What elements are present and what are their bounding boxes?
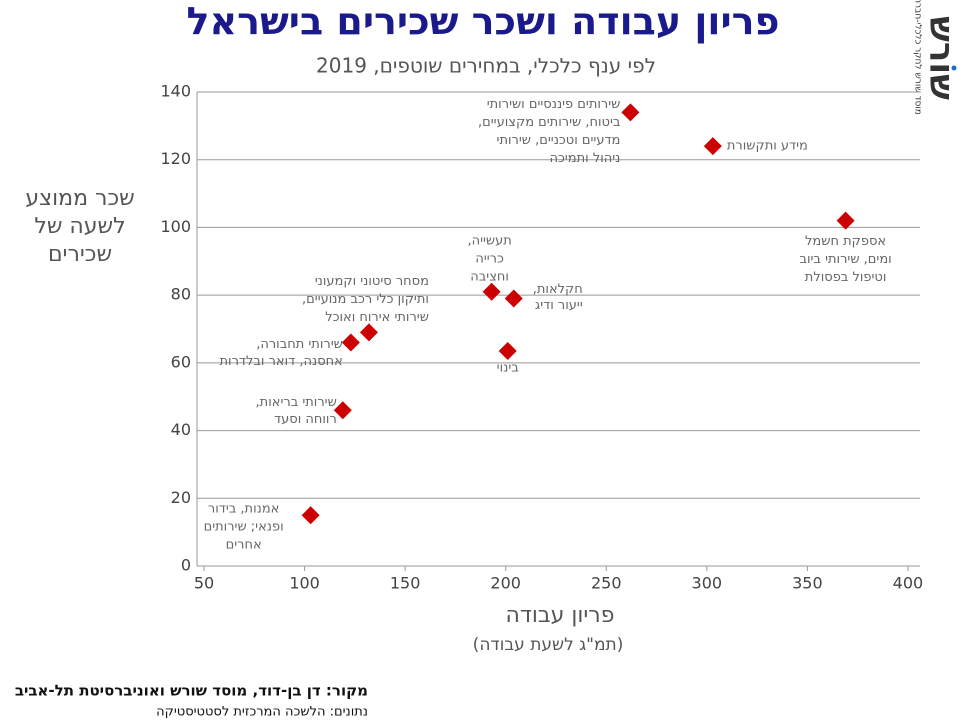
point-label: כרייה — [475, 251, 504, 266]
point-label: אחרים — [226, 538, 262, 553]
data-source: נתונים: הלשכה המרכזית לסטטיסטיקה — [156, 705, 368, 720]
point-label: בינוי — [497, 361, 519, 376]
point — [498, 342, 517, 361]
point — [301, 506, 320, 525]
point — [504, 289, 523, 308]
x-axis-sublabel: (תמ"ג לשעת עבודה) — [473, 635, 624, 655]
y-tick-label: 60 — [171, 352, 191, 371]
point-label: שירותי תחבורה, — [256, 337, 343, 352]
point-label: מדעיים וטכניים, שירותי — [497, 133, 621, 148]
y-axis-label: שכר ממוצע — [25, 186, 134, 211]
point-label: רווחה וסעד — [274, 412, 337, 427]
point-label: אחסנה, דואר ובלדרות — [219, 354, 342, 369]
point-label: אספקת חשמל — [805, 234, 886, 249]
x-tick-label: 150 — [390, 574, 421, 593]
x-axis-label: פריון עבודה — [506, 603, 615, 628]
y-tick-label: 80 — [171, 285, 191, 304]
logo: שורש — [922, 16, 960, 100]
y-axis-label: שכירים — [48, 242, 112, 267]
point-label: ביטוח, שירותים מקצועיים, — [478, 115, 620, 130]
point-label: שירותי אירוח ואוכל — [325, 310, 429, 325]
x-tick-label: 50 — [194, 574, 214, 593]
point-label: חקלאות, — [533, 282, 583, 297]
point-label: שירותי בריאות, — [256, 395, 337, 410]
y-tick-label: 140 — [160, 82, 191, 101]
point — [482, 282, 501, 301]
point-label: תעשייה, — [467, 233, 511, 248]
point-label: אמנות, בידור — [208, 502, 279, 517]
point-label: וטיפול בפסולת — [805, 270, 887, 285]
point-label: מסחר סיטוני וקמעוני — [315, 274, 429, 289]
y-axis-label: לשעה של — [34, 214, 125, 239]
point — [703, 137, 722, 156]
y-tick-label: 0 — [181, 556, 191, 575]
logo-dot — [951, 65, 957, 71]
y-tick-label: 40 — [171, 420, 191, 439]
point — [333, 401, 352, 420]
point-label: ייעור ודיג — [535, 298, 583, 313]
y-tick-label: 120 — [160, 149, 191, 168]
point — [836, 211, 855, 230]
x-tick-label: 250 — [591, 574, 622, 593]
x-tick-label: 200 — [490, 574, 521, 593]
point-label: ומים, שירותי ביוב — [799, 252, 891, 267]
point-label: ותיקון כלי רכב מנועיים, — [302, 292, 429, 307]
point-label: מידע ותקשורת — [727, 139, 808, 154]
y-tick-label: 100 — [160, 217, 191, 236]
point-label: וחציבה — [470, 269, 509, 284]
logo-caption: מוסד שורש לחקר כלכלי-חברתי — [913, 0, 923, 115]
point-label: שירותים פיננסיים ושירותי — [487, 97, 621, 112]
point — [621, 103, 640, 122]
y-tick-label: 20 — [171, 488, 191, 507]
point — [341, 333, 360, 352]
point-label: ניהול ותמיכה — [550, 151, 621, 166]
point — [359, 323, 378, 342]
point-label: ופנאי; שירותים — [204, 520, 284, 535]
x-tick-label: 300 — [692, 574, 723, 593]
x-tick-label: 350 — [792, 574, 823, 593]
chart-title: פריון עבודה ושכר שכירים בישראל — [186, 0, 779, 44]
source: מקור: דן בן-דוד, מוסד שורש ואוניברסיטת ת… — [15, 682, 368, 700]
x-tick-label: 100 — [289, 574, 320, 593]
chart-subtitle: לפי ענף כלכלי, במחירים שוטפים, 2019 — [316, 54, 656, 78]
x-tick-label: 400 — [893, 574, 924, 593]
